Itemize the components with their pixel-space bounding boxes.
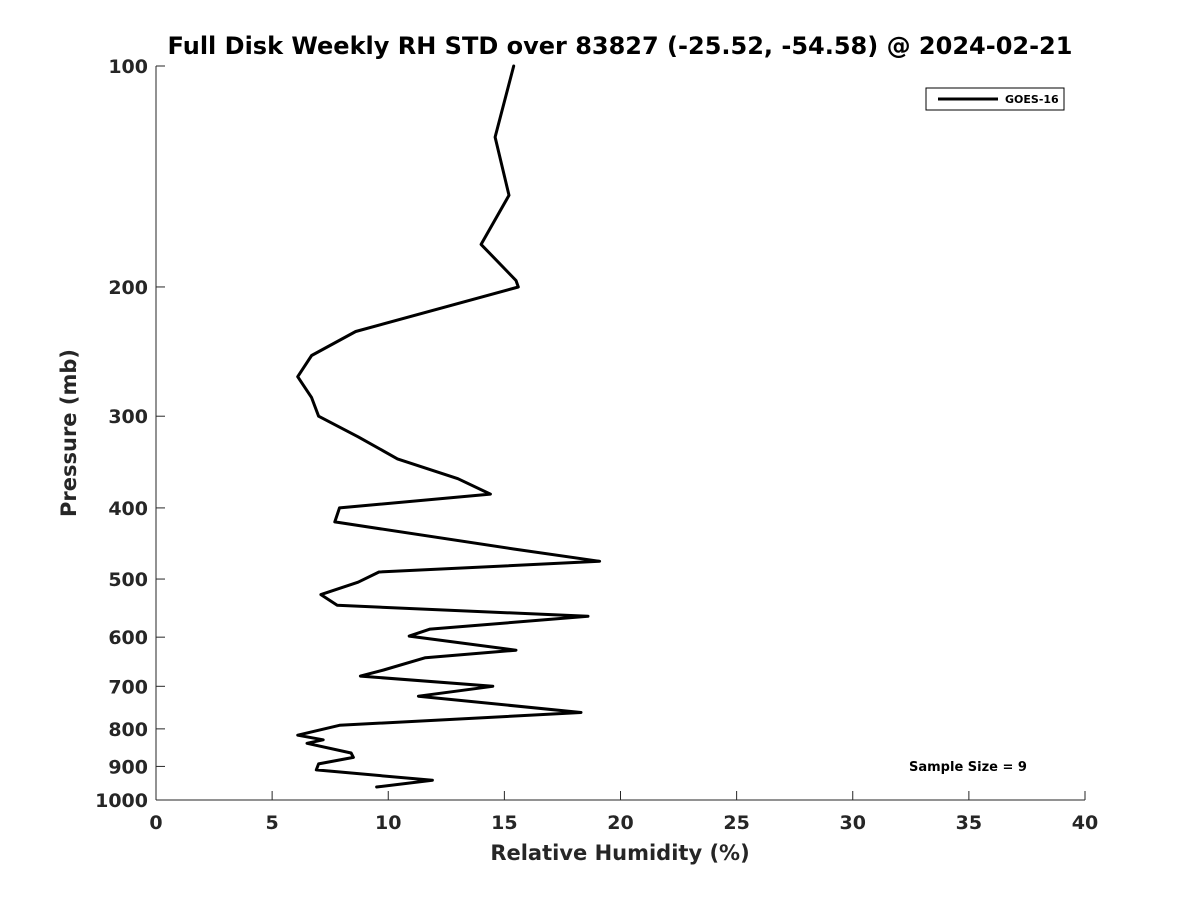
y-tick-label: 300 (108, 406, 148, 428)
y-tick-label: 800 (108, 719, 148, 741)
y-tick-label: 700 (108, 676, 148, 698)
x-axis-ticks: 0 5 10 15 20 25 30 35 40 (149, 791, 1098, 834)
y-tick-label: 500 (108, 569, 148, 591)
y-tick-label: 100 (108, 56, 148, 78)
x-tick-label: 0 (149, 812, 162, 834)
x-tick-label: 20 (607, 812, 633, 834)
series-line-goes-16 (296, 64, 602, 789)
y-tick-label: 600 (108, 627, 148, 649)
chart-title: Full Disk Weekly RH STD over 83827 (-25.… (168, 32, 1073, 60)
x-tick-label: 30 (840, 812, 866, 834)
y-tick-label: 400 (108, 498, 148, 520)
sample-size-annotation: Sample Size = 9 (909, 760, 1027, 775)
x-tick-label: 40 (1072, 812, 1098, 834)
y-tick-label: 1000 (95, 790, 148, 812)
y-tick-label: 200 (108, 277, 148, 299)
series-layer (296, 64, 602, 789)
y-tick-label: 900 (108, 756, 148, 778)
x-tick-label: 25 (723, 812, 749, 834)
legend: GOES-16 (925, 87, 1065, 111)
y-axis-ticks: 100 200 300 400 500 600 700 800 900 1000 (95, 56, 165, 812)
x-tick-label: 35 (956, 812, 982, 834)
legend-label-goes-16: GOES-16 (1005, 93, 1059, 106)
x-tick-label: 10 (375, 812, 401, 834)
x-tick-label: 5 (266, 812, 279, 834)
y-axis-label: Pressure (mb) (57, 349, 81, 517)
x-axis-label: Relative Humidity (%) (490, 841, 749, 865)
x-tick-label: 15 (491, 812, 517, 834)
